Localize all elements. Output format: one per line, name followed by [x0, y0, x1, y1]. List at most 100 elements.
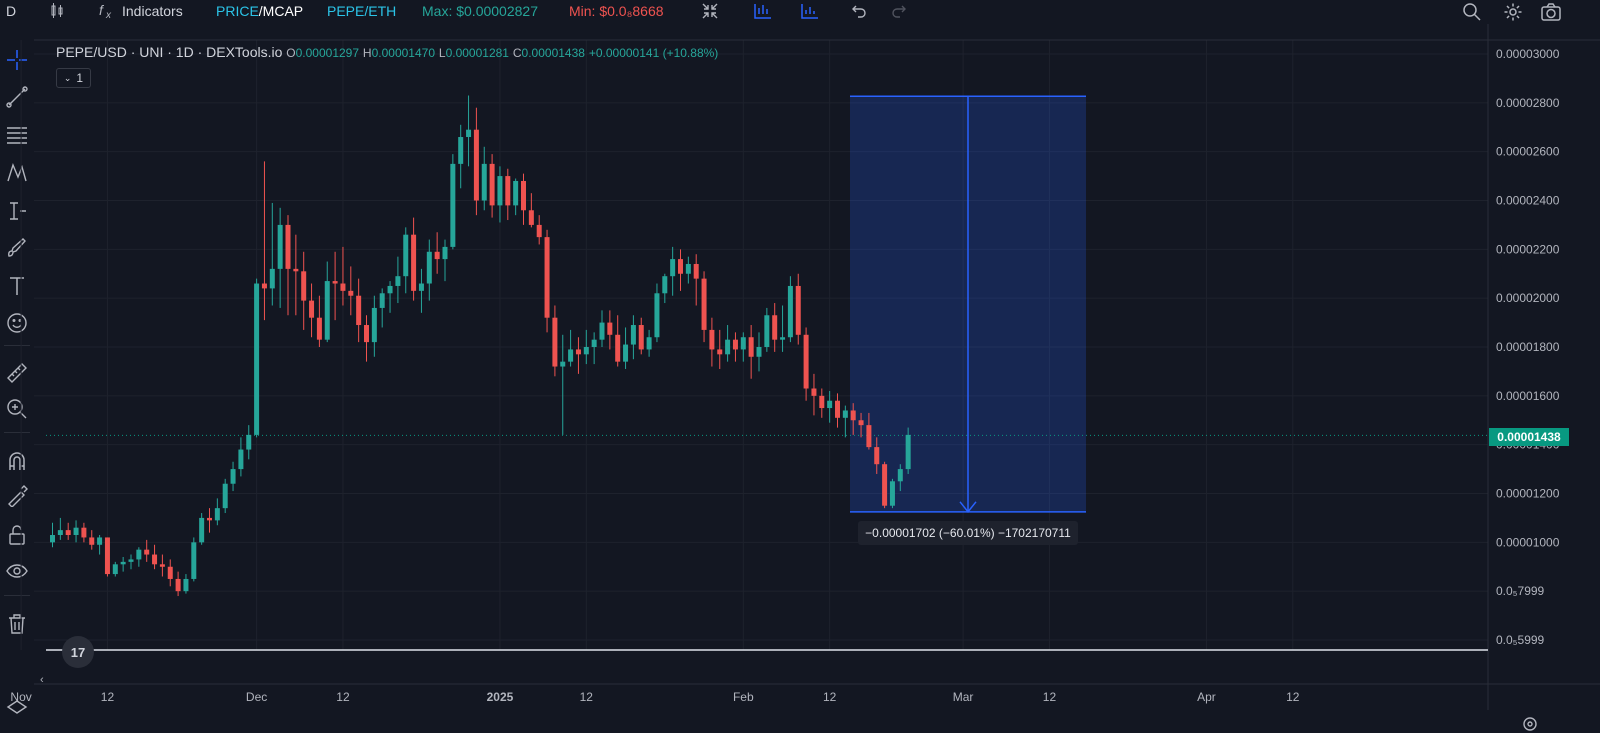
candle-body — [214, 508, 220, 521]
candle-body — [481, 163, 487, 201]
crosshair-icon[interactable] — [4, 47, 30, 73]
candle-body — [772, 315, 778, 340]
time-tick-label: Nov — [10, 690, 31, 704]
eye-icon[interactable] — [4, 558, 30, 584]
candle — [591, 332, 597, 365]
pair-toggle[interactable]: PEPE/ETH — [327, 3, 397, 19]
candle — [387, 281, 393, 313]
candles-icon[interactable] — [48, 2, 66, 25]
current-price-tag: 0.00001438 — [1489, 428, 1569, 446]
ruler-icon[interactable] — [4, 360, 30, 386]
candle-body — [497, 176, 503, 206]
candle — [811, 373, 817, 416]
candle-body — [552, 317, 558, 367]
candle — [717, 329, 723, 369]
svg-text:x: x — [105, 10, 112, 20]
high-value: 0.00001470 — [371, 46, 435, 60]
trend-line-icon[interactable] — [4, 84, 30, 110]
candle — [277, 207, 283, 308]
candle-body — [230, 469, 236, 484]
candle-body — [513, 180, 519, 206]
candle — [340, 246, 346, 306]
indicators-button[interactable]: Indicators — [122, 3, 183, 19]
candle — [364, 315, 369, 362]
candle-body — [57, 530, 63, 536]
candle-body — [73, 527, 79, 536]
high-label: H — [362, 46, 372, 60]
price-tick-label: 0.00001800 — [1496, 340, 1560, 354]
chart-settings-icon — [1523, 717, 1537, 731]
candle — [324, 261, 330, 343]
candle-body — [434, 251, 440, 260]
candle — [332, 251, 338, 321]
candle-body — [466, 129, 472, 138]
candle — [662, 273, 668, 304]
emoji-icon[interactable] — [4, 310, 30, 336]
fib-icon[interactable] — [4, 122, 30, 148]
layers-icon[interactable] — [4, 696, 30, 722]
candle-body — [795, 285, 801, 335]
candle — [152, 544, 158, 570]
candle — [261, 161, 267, 321]
candle-body — [536, 224, 542, 238]
candle — [670, 246, 676, 296]
candle-body — [112, 564, 118, 575]
projection-icon[interactable] — [4, 198, 30, 224]
magnet-icon[interactable] — [4, 448, 30, 474]
candle — [81, 522, 87, 543]
candle-body — [348, 290, 354, 296]
brush-icon[interactable] — [4, 236, 30, 262]
magnifier-icon[interactable] — [1462, 2, 1482, 27]
candle-body — [505, 176, 511, 206]
candle — [356, 278, 362, 343]
candle — [803, 327, 809, 401]
candle — [905, 427, 911, 474]
candle-body — [89, 537, 95, 545]
candle-body — [607, 322, 613, 335]
undo-icon[interactable] — [850, 2, 868, 25]
indicator-count: 1 — [76, 71, 84, 85]
candle — [466, 95, 472, 167]
candle — [685, 256, 691, 284]
candle — [748, 325, 754, 379]
legend-collapse-button[interactable]: ⌄ 1 — [56, 68, 91, 88]
candle-body — [104, 537, 110, 575]
candle — [850, 403, 856, 435]
lock-drawing-icon[interactable] — [4, 483, 30, 509]
candle-body — [324, 281, 330, 340]
price-mcap-toggle[interactable]: PRICE/MCAP — [216, 3, 303, 19]
candle-body — [167, 566, 173, 579]
candle-body — [693, 263, 699, 279]
candle-body — [81, 527, 87, 538]
candle-body — [332, 281, 338, 284]
symbol-title[interactable]: PEPE/USD · UNI · 1D · DEXTools.io — [56, 44, 283, 60]
candle — [615, 315, 621, 367]
candle-body — [740, 337, 746, 350]
candle — [442, 239, 448, 282]
camera-icon[interactable] — [1540, 2, 1562, 27]
symbol-letter[interactable]: D — [6, 3, 17, 19]
compare-icon[interactable] — [800, 2, 820, 25]
candle-body — [544, 237, 550, 318]
candle-body — [827, 400, 833, 409]
bar-replay-icon[interactable] — [753, 2, 773, 25]
candle — [678, 249, 683, 291]
candle — [505, 168, 511, 221]
text-icon[interactable] — [4, 273, 30, 299]
candle-body — [301, 271, 307, 301]
gear-icon[interactable] — [1503, 2, 1523, 27]
candle-body — [866, 425, 872, 448]
pattern-icon[interactable] — [4, 160, 30, 186]
candle-body — [678, 259, 683, 274]
candle-body — [191, 542, 197, 579]
time-tick-label: 12 — [336, 690, 350, 704]
candle — [693, 254, 699, 306]
redo-icon[interactable] — [890, 2, 908, 25]
candle-body — [882, 464, 888, 506]
trash-icon[interactable] — [4, 611, 30, 637]
candle-body — [725, 339, 731, 355]
compress-icon[interactable] — [701, 2, 719, 25]
